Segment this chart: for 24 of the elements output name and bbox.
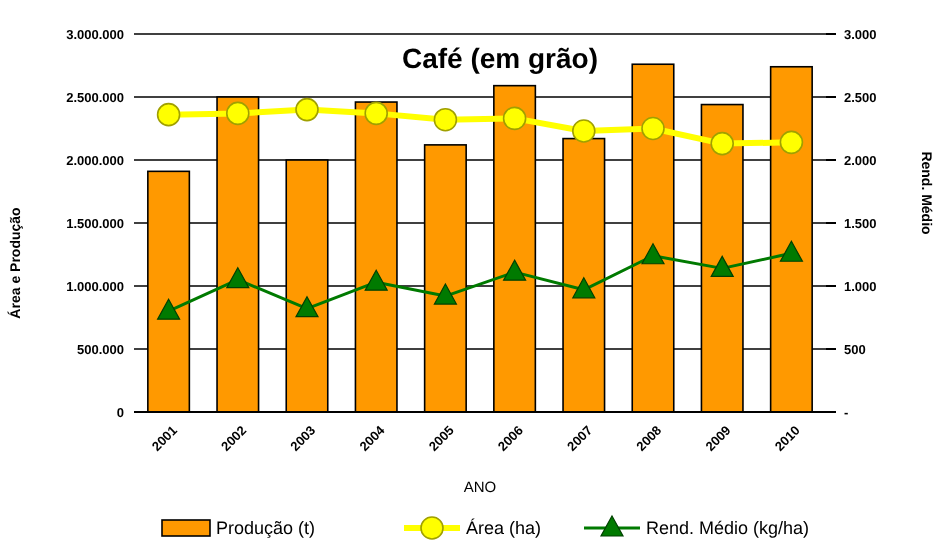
point bbox=[295, 296, 319, 318]
point bbox=[226, 267, 250, 289]
point bbox=[433, 283, 457, 305]
point bbox=[572, 119, 596, 143]
point bbox=[226, 101, 250, 126]
point bbox=[156, 102, 181, 127]
point bbox=[572, 277, 596, 299]
point bbox=[295, 97, 319, 122]
point bbox=[710, 131, 734, 156]
point bbox=[503, 259, 527, 281]
point bbox=[641, 243, 665, 265]
point bbox=[364, 269, 388, 291]
point bbox=[364, 101, 388, 126]
legend-label: Área (ha) bbox=[466, 518, 542, 539]
legend-label: Produção (t) bbox=[216, 518, 316, 539]
point bbox=[779, 240, 803, 262]
point bbox=[641, 116, 665, 141]
point bbox=[779, 130, 804, 155]
point bbox=[502, 106, 527, 131]
point bbox=[157, 298, 181, 320]
chart-title: Café (em grão) bbox=[401, 42, 599, 74]
point bbox=[710, 255, 734, 277]
point bbox=[433, 107, 458, 132]
legend-label: Rend. Médio (kg/ha) bbox=[646, 518, 810, 539]
